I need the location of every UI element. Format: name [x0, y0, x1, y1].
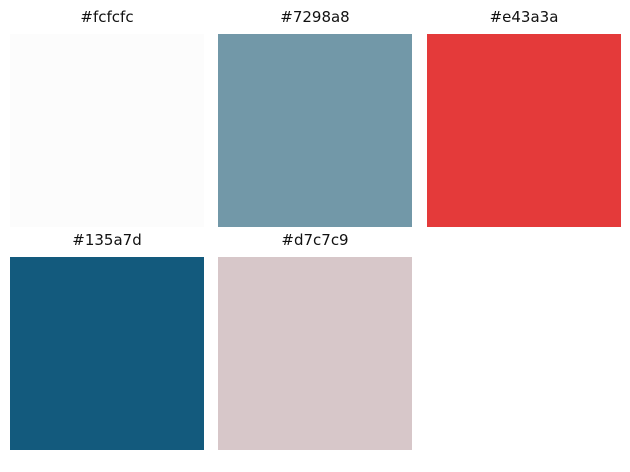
swatch-hex-label: #fcfcfc: [80, 8, 134, 26]
swatch-hex-label: #7298a8: [280, 8, 350, 26]
swatch-hex-label: #d7c7c9: [281, 231, 349, 249]
swatch-color-block: [218, 257, 412, 450]
swatch-hex-label: #135a7d: [72, 231, 142, 249]
swatch-color-block: [218, 34, 412, 227]
swatch-hex-label: #e43a3a: [489, 8, 559, 26]
swatch-color-block: [10, 257, 204, 450]
swatch-color-block: [10, 34, 204, 227]
swatch-color-block: [427, 34, 621, 227]
